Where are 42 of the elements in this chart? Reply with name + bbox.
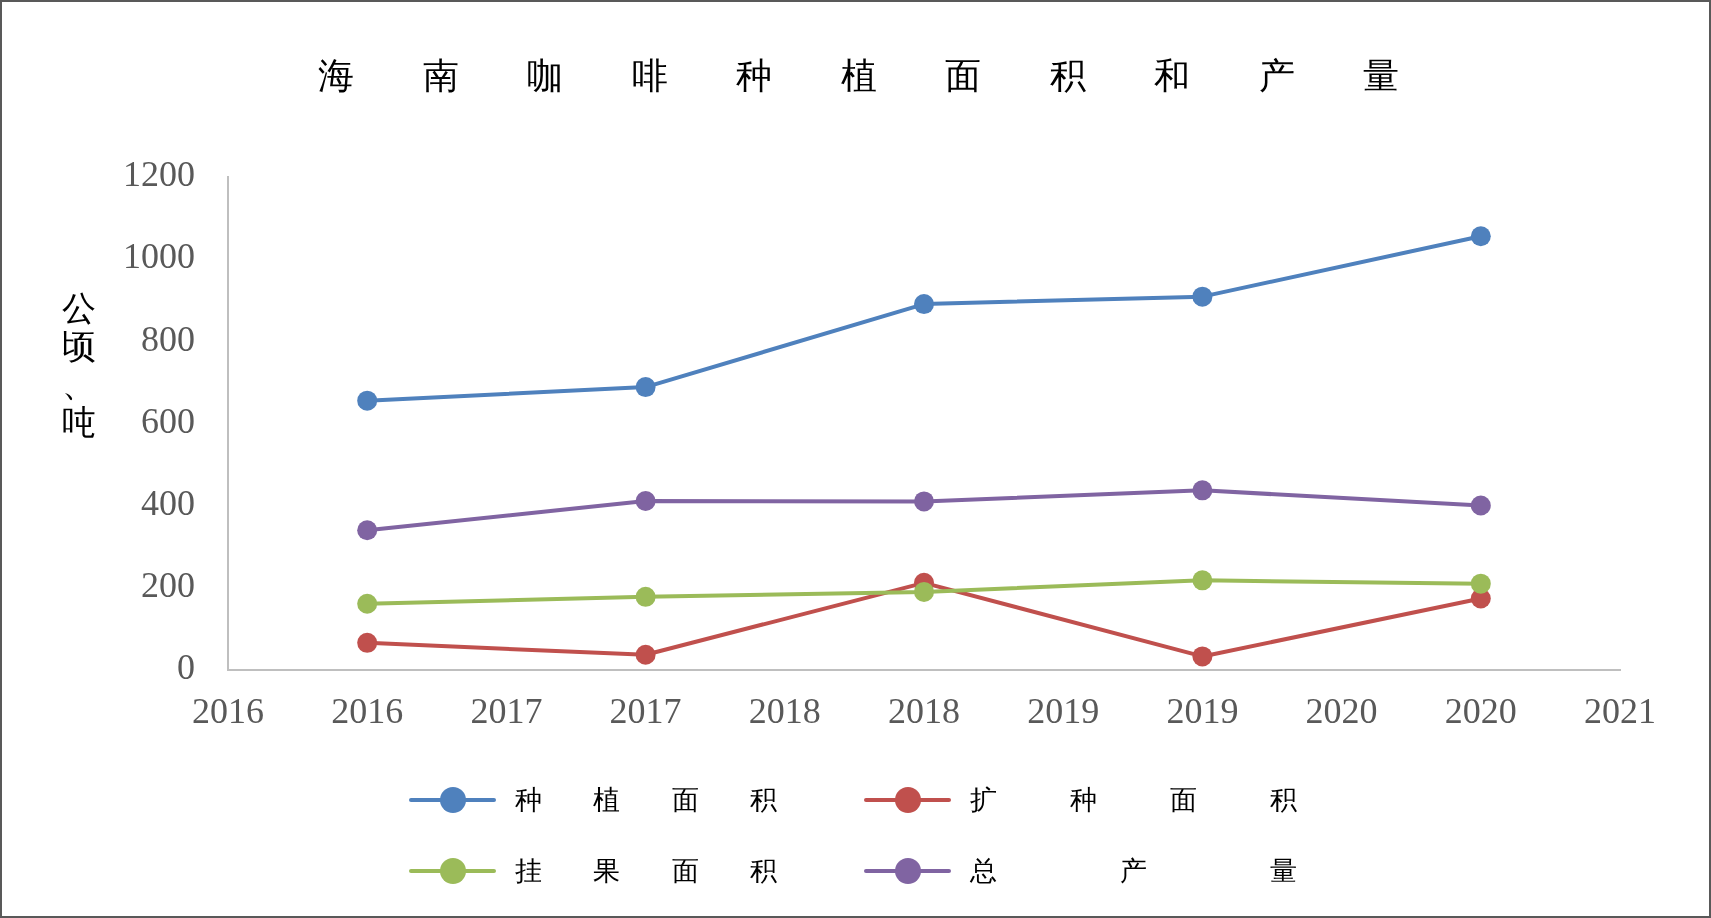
x-tick-label: 2016 <box>192 691 264 732</box>
y-tick-label: 600 <box>141 400 195 441</box>
point <box>914 581 934 602</box>
point <box>635 491 656 512</box>
legend-label: 总产量 <box>970 855 1297 888</box>
point <box>357 390 378 411</box>
chart-title: 海南咖啡种植面积和产量 <box>318 54 1399 98</box>
point <box>357 520 378 541</box>
x-tick-label: 2020 <box>1444 691 1517 732</box>
x-tick-label: 2019 <box>1166 691 1239 732</box>
point <box>635 644 656 665</box>
point <box>357 593 378 614</box>
point <box>1192 480 1213 501</box>
legend-label: 扩种面积 <box>970 784 1297 817</box>
x-tick-label: 2018 <box>748 691 821 732</box>
point <box>357 632 378 653</box>
x-tick-label: 2017 <box>609 691 682 732</box>
point <box>635 377 656 398</box>
x-tick-label: 2020 <box>1305 691 1378 732</box>
point <box>1192 570 1213 591</box>
y-tick-label: 400 <box>141 482 195 523</box>
y-tick-label: 800 <box>141 318 195 359</box>
point <box>1470 495 1491 516</box>
y-axis-title: 公顷、吨 <box>61 289 97 441</box>
point <box>1192 286 1213 307</box>
x-tick-label: 2017 <box>470 691 543 732</box>
point <box>914 294 934 315</box>
y-tick-label: 1000 <box>123 236 195 277</box>
legend-label: 挂果面积 <box>515 855 777 888</box>
x-tick-label: 2016 <box>331 691 404 732</box>
legend-label: 种植面积 <box>515 784 777 817</box>
x-tick-label: 2019 <box>1027 691 1100 732</box>
point <box>1470 226 1491 247</box>
y-tick-label: 200 <box>141 565 195 606</box>
point <box>1470 573 1491 594</box>
x-tick-label: 2021 <box>1584 691 1656 732</box>
point <box>1192 646 1213 667</box>
point <box>914 491 934 512</box>
y-tick-label: 1200 <box>123 154 195 195</box>
y-tick-label: 0 <box>177 647 195 688</box>
x-tick-label: 2018 <box>888 691 960 732</box>
point <box>635 586 656 607</box>
